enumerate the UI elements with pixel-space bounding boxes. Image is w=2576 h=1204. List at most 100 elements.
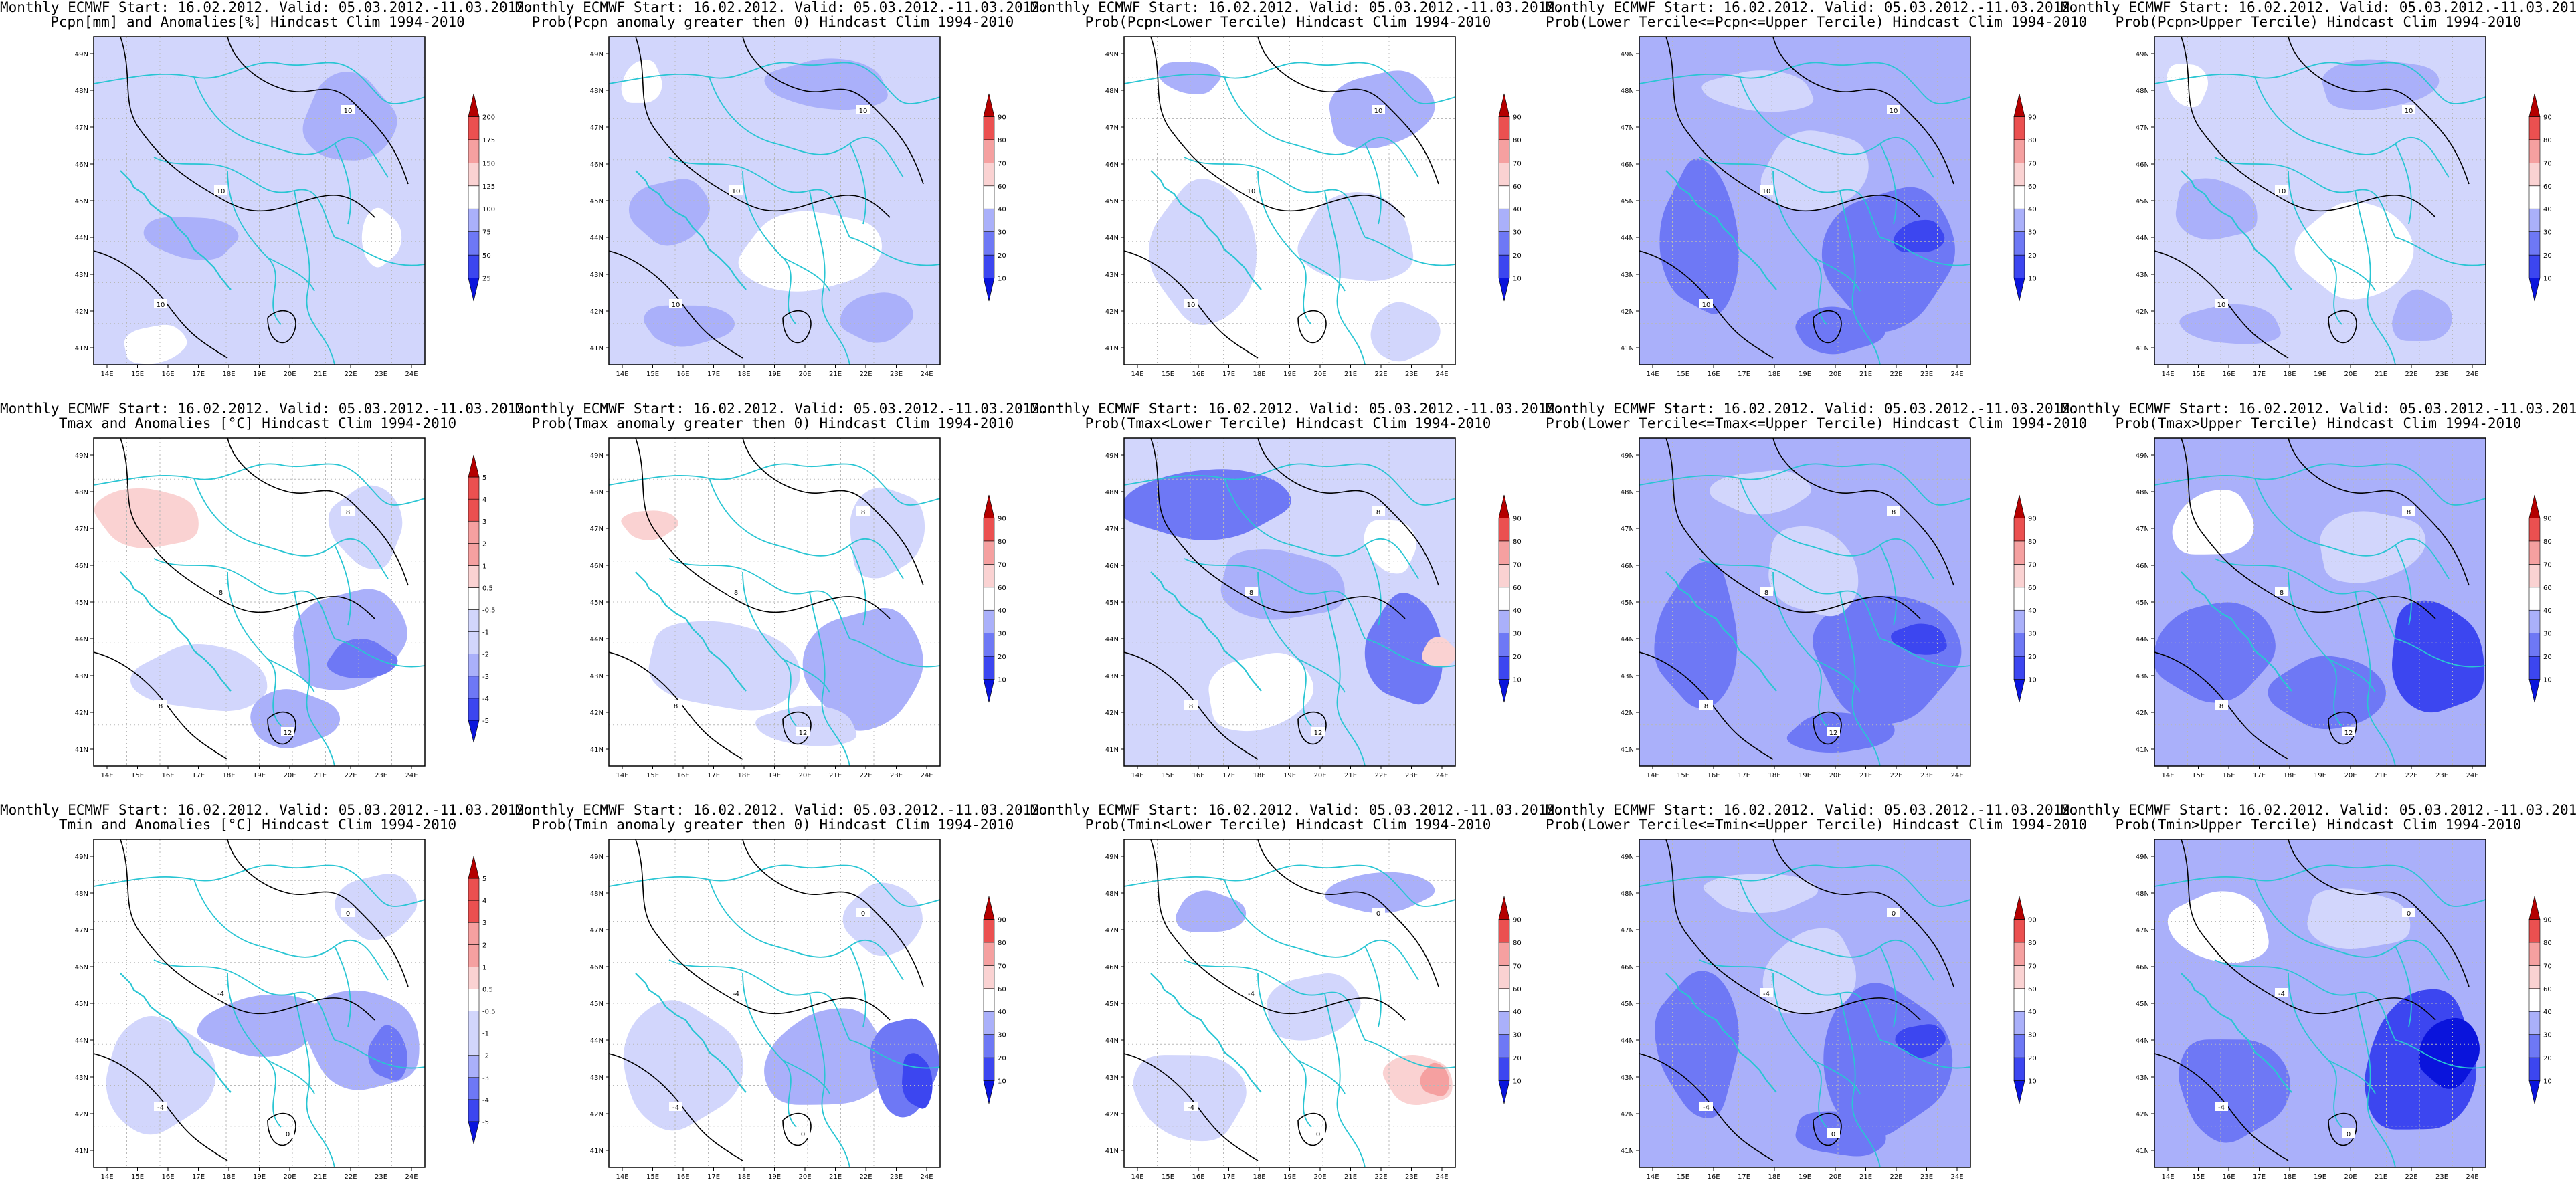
forecast-map: 10 10 10 14E 15E 16E 17E 18E 19E 20E 21E 22E 23E 24E 4… [75,36,495,378]
lat-tick-label: 41N [75,1148,88,1155]
colorbar-label: 60 [1513,585,1522,592]
lon-tick-label: 20E [1313,772,1326,779]
contour-line [2181,438,2436,619]
contour-label: 0 [2347,1131,2351,1138]
forecast-map: 10 10 10 14E 15E 16E 17E 18E 19E 20E 21E 22E 23E 24E 4… [590,36,1006,378]
colorbar-label: 90 [2543,114,2552,121]
lat-tick-label: 45N [1621,1001,1634,1008]
colorbar-label: 75 [482,229,491,237]
contour-label: -4 [2278,991,2285,998]
lon-tick-label: 16E [1707,772,1720,779]
shaded-area [1297,192,1414,282]
colorbar-label: 20 [2028,1055,2037,1062]
lat-tick-label: 49N [75,452,88,460]
colorbar-label: 40 [998,206,1006,213]
lat-tick-label: 44N [1105,1037,1119,1045]
lon-tick-label: 18E [737,772,750,779]
colorbar-label: 40 [1513,1009,1522,1016]
map-panel: 8 8 8 12 14E 15E 16E 17E 18E 19E 20E 21E 22E 23E 24E 49… [0,401,533,803]
lat-tick-label: 43N [590,272,604,279]
lon-tick-label: 22E [344,1173,357,1181]
colorbar-label: 80 [2028,940,2037,947]
country-border [1124,864,1455,907]
lat-tick-label: 43N [75,1074,88,1082]
lon-tick-label: 16E [1707,371,1720,378]
panel-title: Monthly ECMWF Start: 16.02.2012. Valid: … [515,0,1048,15]
contour-label: -4 [217,991,224,998]
colorbar: 10 20 30 40 60 70 80 90 [1498,494,1522,703]
colorbar-label: 10 [2543,1078,2552,1086]
country-border [742,571,797,726]
lat-tick-label: 44N [590,636,604,643]
lat-tick-label: 44N [590,235,604,242]
lat-tick-label: 44N [2136,636,2149,643]
country-border [2355,190,2396,365]
forecast-map: -4 0 -4 0 14E 15E 16E 17E 18E 19E 20E 21E 22E 23E 24E 4… [590,839,1006,1181]
panel-subtitle: Prob(Tmin<Lower Tercile) Hindcast Clim 1… [1085,817,1491,833]
colorbar-label: 20 [2543,654,2552,661]
colorbar-label: -2 [482,1053,489,1060]
shaded-area [755,705,857,746]
colorbar-label: 80 [998,940,1006,947]
shaded-area [327,638,398,678]
lat-tick-label: 46N [1105,964,1119,971]
colorbar-label: 10 [998,276,1006,283]
lon-tick-label: 18E [222,371,235,378]
shaded-area [621,510,678,540]
forecast-map: -4 0 -4 0 14E 15E 16E 17E 18E 19E 20E 21E 22E 23E 24E 4… [75,839,496,1181]
contour-label: 12 [799,730,808,737]
country-border [849,1039,940,1069]
contour-label: -4 [1763,991,1770,998]
country-border [709,76,904,178]
country-border [2288,973,2342,1128]
contour-line [227,37,409,185]
shaded-area [2322,59,2440,110]
colorbar-label: 30 [1513,229,1522,237]
lon-tick-label: 23E [890,1173,903,1181]
colorbar-label: 10 [2028,276,2037,283]
shaded-area [1158,62,1221,94]
lon-tick-label: 24E [920,1173,933,1181]
country-border [849,544,866,626]
lon-tick-label: 15E [1162,772,1174,779]
shaded-area [1895,1024,1946,1058]
coastline [1665,571,1777,692]
contour-label: 8 [674,703,678,710]
country-border [1184,157,1366,238]
contour-label: 0 [2407,910,2411,918]
colorbar-label: -3 [482,1075,489,1082]
colorbar-label: 30 [998,1032,1006,1039]
colorbar-label: 40 [1513,206,1522,213]
contour-label: -4 [733,991,739,998]
colorbar-label: 90 [2543,916,2552,924]
country-border [334,946,351,1027]
colorbar-label: 70 [2543,963,2552,970]
colorbar-label: 10 [2028,1078,2037,1086]
country-border [1639,463,1970,506]
lon-tick-label: 21E [314,1173,327,1181]
colorbar-label: 40 [2028,206,2037,213]
lat-tick-label: 49N [2136,854,2149,861]
country-border [1699,558,1881,639]
lat-tick-label: 47N [590,927,604,934]
lon-tick-label: 17E [1738,772,1750,779]
colorbar-label: 1 [482,563,486,570]
colorbar-label: 10 [2543,677,2552,684]
lat-tick-label: 41N [590,345,604,353]
lat-tick-label: 49N [590,854,604,861]
lat-tick-label: 49N [1105,51,1119,58]
panel-title: Monthly ECMWF Start: 16.02.2012. Valid: … [1030,401,1564,417]
forecast-map: -4 0 -4 0 14E 15E 16E 17E 18E 19E 20E 21E 22E 23E 24E 4… [1621,839,2037,1181]
contour-label: 10 [2217,302,2226,309]
lat-tick-label: 46N [590,563,604,570]
lon-tick-label: 21E [829,1173,842,1181]
colorbar-label: 70 [1513,160,1522,167]
colorbar-label: 200 [482,114,495,121]
lat-tick-label: 46N [1621,563,1634,570]
lon-tick-label: 17E [1222,371,1235,378]
map-panel: 10 10 10 14E 15E 16E 17E 18E 19E 20E 21E 22E 23E 24E 4… [515,0,1048,401]
lat-tick-label: 41N [1105,746,1119,754]
panel-subtitle: Prob(Pcpn<Lower Tercile) Hindcast Clim 1… [1085,14,1491,30]
contour-label: -4 [672,1104,679,1112]
lat-tick-label: 44N [1621,1037,1634,1045]
